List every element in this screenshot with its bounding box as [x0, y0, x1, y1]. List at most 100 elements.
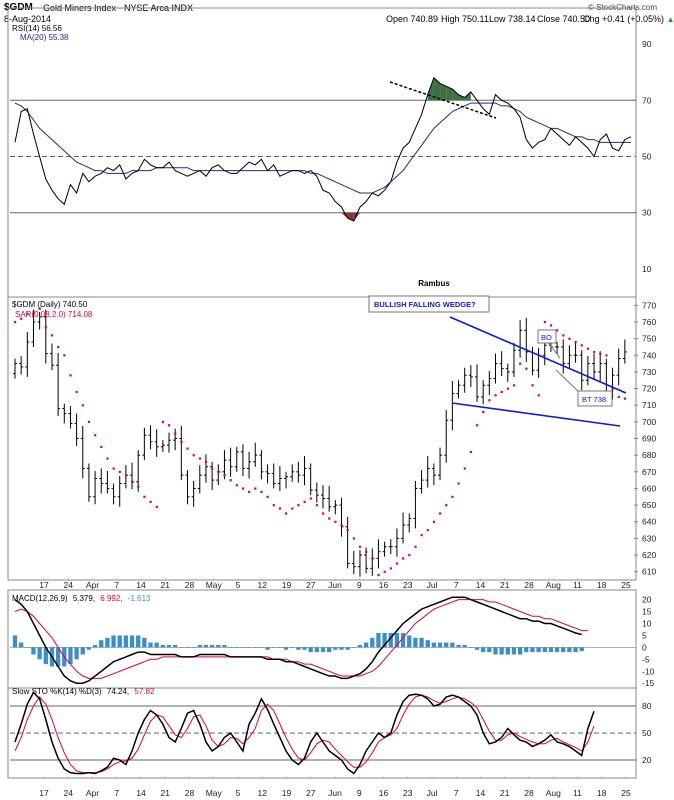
macd-histogram-bar: [246, 647, 252, 648]
stochastic-k-line: [14, 691, 595, 775]
price-bar: [37, 311, 42, 330]
macd-histogram-bar: [487, 647, 492, 653]
price-bar: [308, 463, 313, 496]
sar-dot: [112, 467, 115, 470]
x-axis-label: 23: [403, 580, 413, 590]
price-bar: [296, 461, 301, 483]
macd-histogram-bar: [302, 647, 307, 650]
price-bar: [43, 309, 48, 364]
sar-dot: [32, 310, 35, 314]
x-axis-label: 16: [379, 788, 389, 798]
macd-histogram-bar: [413, 637, 418, 648]
macd-tick-label: -10: [642, 666, 655, 676]
macd-histogram-bar: [216, 644, 221, 648]
rsi-tick-label: 10: [642, 264, 652, 274]
x-axis-label: 25: [621, 580, 631, 590]
price-bar: [142, 427, 147, 461]
macd-histogram-bar: [333, 647, 338, 650]
x-axis-label: 14: [476, 788, 486, 798]
price-bar: [62, 403, 67, 424]
x-axis-label: 5: [236, 788, 241, 798]
x-axis-label: 21: [161, 580, 171, 590]
macd-histogram-bar: [450, 642, 455, 648]
sar-dot: [186, 447, 189, 450]
price-bar: [376, 539, 381, 569]
x-axis-label: 21: [161, 788, 171, 798]
price-bar: [345, 516, 350, 569]
macd-histogram-bar: [290, 647, 295, 648]
x-axis-label: Apr: [86, 788, 99, 798]
rsi-oversold-fill: [353, 212, 360, 222]
price-bar: [444, 410, 449, 463]
sto-legend-k: 74.24,: [107, 687, 129, 696]
x-axis-label: 14: [136, 580, 146, 590]
stochastic-panel: 80 50 20 Slow STO %K(14) %D(3) 74.24, 57.8…: [10, 687, 652, 775]
macd-histogram-bar: [117, 635, 122, 648]
sar-dot: [137, 485, 140, 488]
price-tick-label: 650: [642, 500, 656, 510]
rsi-legend: RSI(14) 56.56: [12, 24, 62, 33]
wedge-upper-line: [449, 316, 627, 394]
sar-dot: [248, 490, 251, 493]
sar-dot: [20, 317, 23, 320]
bo-annotation: BO: [541, 333, 552, 342]
sar-dot: [309, 497, 312, 500]
price-bar: [167, 432, 171, 453]
price-bar: [505, 363, 510, 382]
sar-dot: [593, 350, 596, 354]
sar-dot: [506, 387, 509, 390]
sar-dot: [285, 512, 288, 515]
sar-dot: [315, 504, 319, 507]
price-tick-label: 670: [642, 467, 656, 477]
price-bar: [327, 485, 332, 512]
sar-dot: [469, 450, 473, 454]
price-bar: [93, 470, 98, 505]
sar-dot: [241, 487, 245, 490]
price-tick-label: 750: [642, 334, 656, 344]
macd-histogram-bar: [530, 647, 535, 653]
rsi-overbought-fill: [433, 77, 441, 101]
macd-histogram-bar: [173, 644, 178, 648]
price-bar: [407, 513, 412, 533]
price-tick-label: 760: [642, 317, 656, 327]
x-axis-label: 14: [476, 580, 486, 590]
price-tick-label: 620: [642, 550, 656, 560]
bt-annotation: BT 738: [582, 395, 606, 404]
price-bar: [13, 358, 17, 379]
macd-histogram-bar: [351, 647, 356, 648]
rsi-tick-label: 30: [642, 208, 652, 218]
x-axis-label: 23: [403, 788, 413, 798]
price-bar: [425, 455, 430, 488]
price-bar: [616, 348, 621, 386]
sar-dot: [26, 312, 29, 315]
macd-histogram-bar: [191, 647, 196, 648]
sar-dot: [106, 457, 109, 460]
macd-histogram-bar: [86, 647, 92, 650]
price-bar: [25, 331, 30, 377]
macd-histogram-bar: [105, 637, 110, 648]
macd-histogram-bar: [37, 647, 42, 660]
macd-histogram-bar: [573, 647, 578, 653]
price-bar: [105, 470, 110, 494]
rsi-ma-line: [14, 102, 631, 194]
macd-histogram-bar: [68, 647, 73, 665]
price-bar: [191, 480, 196, 507]
sar-dot: [525, 367, 528, 370]
x-axis-label: 17: [39, 580, 49, 590]
sar-dot: [574, 340, 577, 344]
sar-dot: [617, 395, 620, 399]
price-bar: [511, 342, 516, 377]
price-bar: [462, 367, 467, 393]
sar-dot: [389, 567, 392, 570]
price-bar: [111, 483, 116, 505]
rsi-tick-labels: 90 70 50 30 10: [642, 39, 652, 274]
price-bar: [185, 470, 190, 505]
panel-frame-0: [7, 7, 637, 298]
sar-dot: [328, 517, 331, 520]
sar-dot: [131, 480, 134, 483]
rsi-overbought-fill: [452, 89, 459, 101]
macd-histogram-bar: [524, 647, 529, 653]
price-bar: [173, 428, 178, 451]
sar-dot: [605, 354, 608, 357]
